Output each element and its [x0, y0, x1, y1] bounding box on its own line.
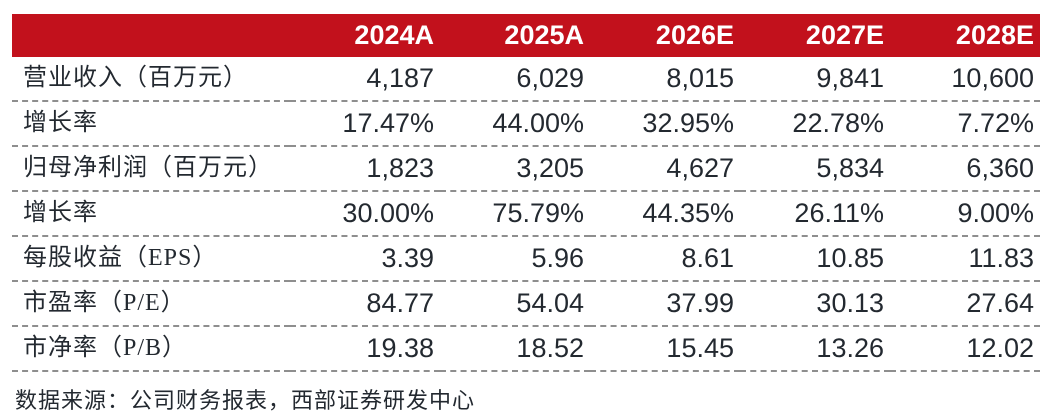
column-header-2024a: 2024A — [290, 14, 440, 57]
cell: 4,627 — [590, 146, 740, 192]
cell: 5,834 — [740, 146, 890, 192]
cell: 18.52 — [440, 326, 590, 372]
cell: 30.13 — [740, 281, 890, 327]
cell: 26.11% — [740, 191, 890, 237]
table-row-revenue: 营业收入（百万元） 4,187 6,029 8,015 9,841 10,600 — [12, 57, 1040, 102]
cell: 17.47% — [290, 101, 440, 147]
cell: 27.64 — [890, 281, 1040, 327]
cell: 84.77 — [290, 281, 440, 327]
cell: 1,823 — [290, 146, 440, 192]
cell: 3,205 — [440, 146, 590, 192]
table-row-pb: 市净率（P/B） 19.38 18.52 15.45 13.26 12.02 — [12, 326, 1040, 372]
cell: 5.96 — [440, 236, 590, 282]
column-header-2026e: 2026E — [590, 14, 740, 57]
cell: 32.95% — [590, 101, 740, 147]
cell: 12.02 — [890, 326, 1040, 372]
row-label: 营业收入（百万元） — [12, 57, 290, 102]
row-label: 归母净利润（百万元） — [12, 146, 290, 192]
cell: 15.45 — [590, 326, 740, 372]
cell: 4,187 — [290, 57, 440, 102]
cell: 11.83 — [890, 236, 1040, 282]
row-label: 市盈率（P/E） — [12, 281, 290, 327]
column-header-2028e: 2028E — [890, 14, 1040, 57]
row-label: 每股收益（EPS） — [12, 236, 290, 282]
cell: 6,029 — [440, 57, 590, 102]
row-label: 增长率 — [12, 191, 290, 237]
cell: 19.38 — [290, 326, 440, 372]
row-label: 增长率 — [12, 101, 290, 147]
cell: 9,841 — [740, 57, 890, 102]
table-row-net-profit-growth: 增长率 30.00% 75.79% 44.35% 26.11% 9.00% — [12, 191, 1040, 237]
financial-summary-table: 2024A 2025A 2026E 2027E 2028E 营业收入（百万元） … — [12, 14, 1040, 372]
cell: 6,360 — [890, 146, 1040, 192]
table-row-eps: 每股收益（EPS） 3.39 5.96 8.61 10.85 11.83 — [12, 236, 1040, 282]
cell: 44.00% — [440, 101, 590, 147]
cell: 13.26 — [740, 326, 890, 372]
table-row-pe: 市盈率（P/E） 84.77 54.04 37.99 30.13 27.64 — [12, 281, 1040, 327]
cell: 9.00% — [890, 191, 1040, 237]
row-label: 市净率（P/B） — [12, 326, 290, 372]
cell: 8,015 — [590, 57, 740, 102]
cell: 22.78% — [740, 101, 890, 147]
header-label-spacer — [12, 14, 290, 57]
cell: 54.04 — [440, 281, 590, 327]
cell: 3.39 — [290, 236, 440, 282]
column-header-2025a: 2025A — [440, 14, 590, 57]
cell: 44.35% — [590, 191, 740, 237]
cell: 75.79% — [440, 191, 590, 237]
table-row-revenue-growth: 增长率 17.47% 44.00% 32.95% 22.78% 7.72% — [12, 101, 1040, 147]
cell: 37.99 — [590, 281, 740, 327]
cell: 7.72% — [890, 101, 1040, 147]
cell: 30.00% — [290, 191, 440, 237]
table-row-net-profit: 归母净利润（百万元） 1,823 3,205 4,627 5,834 6,360 — [12, 146, 1040, 192]
data-source-note: 数据来源：公司财务报表，西部证券研发中心 — [15, 388, 476, 413]
cell: 10,600 — [890, 57, 1040, 102]
table-header-row: 2024A 2025A 2026E 2027E 2028E — [12, 14, 1040, 57]
cell: 10.85 — [740, 236, 890, 282]
cell: 8.61 — [590, 236, 740, 282]
column-header-2027e: 2027E — [740, 14, 890, 57]
